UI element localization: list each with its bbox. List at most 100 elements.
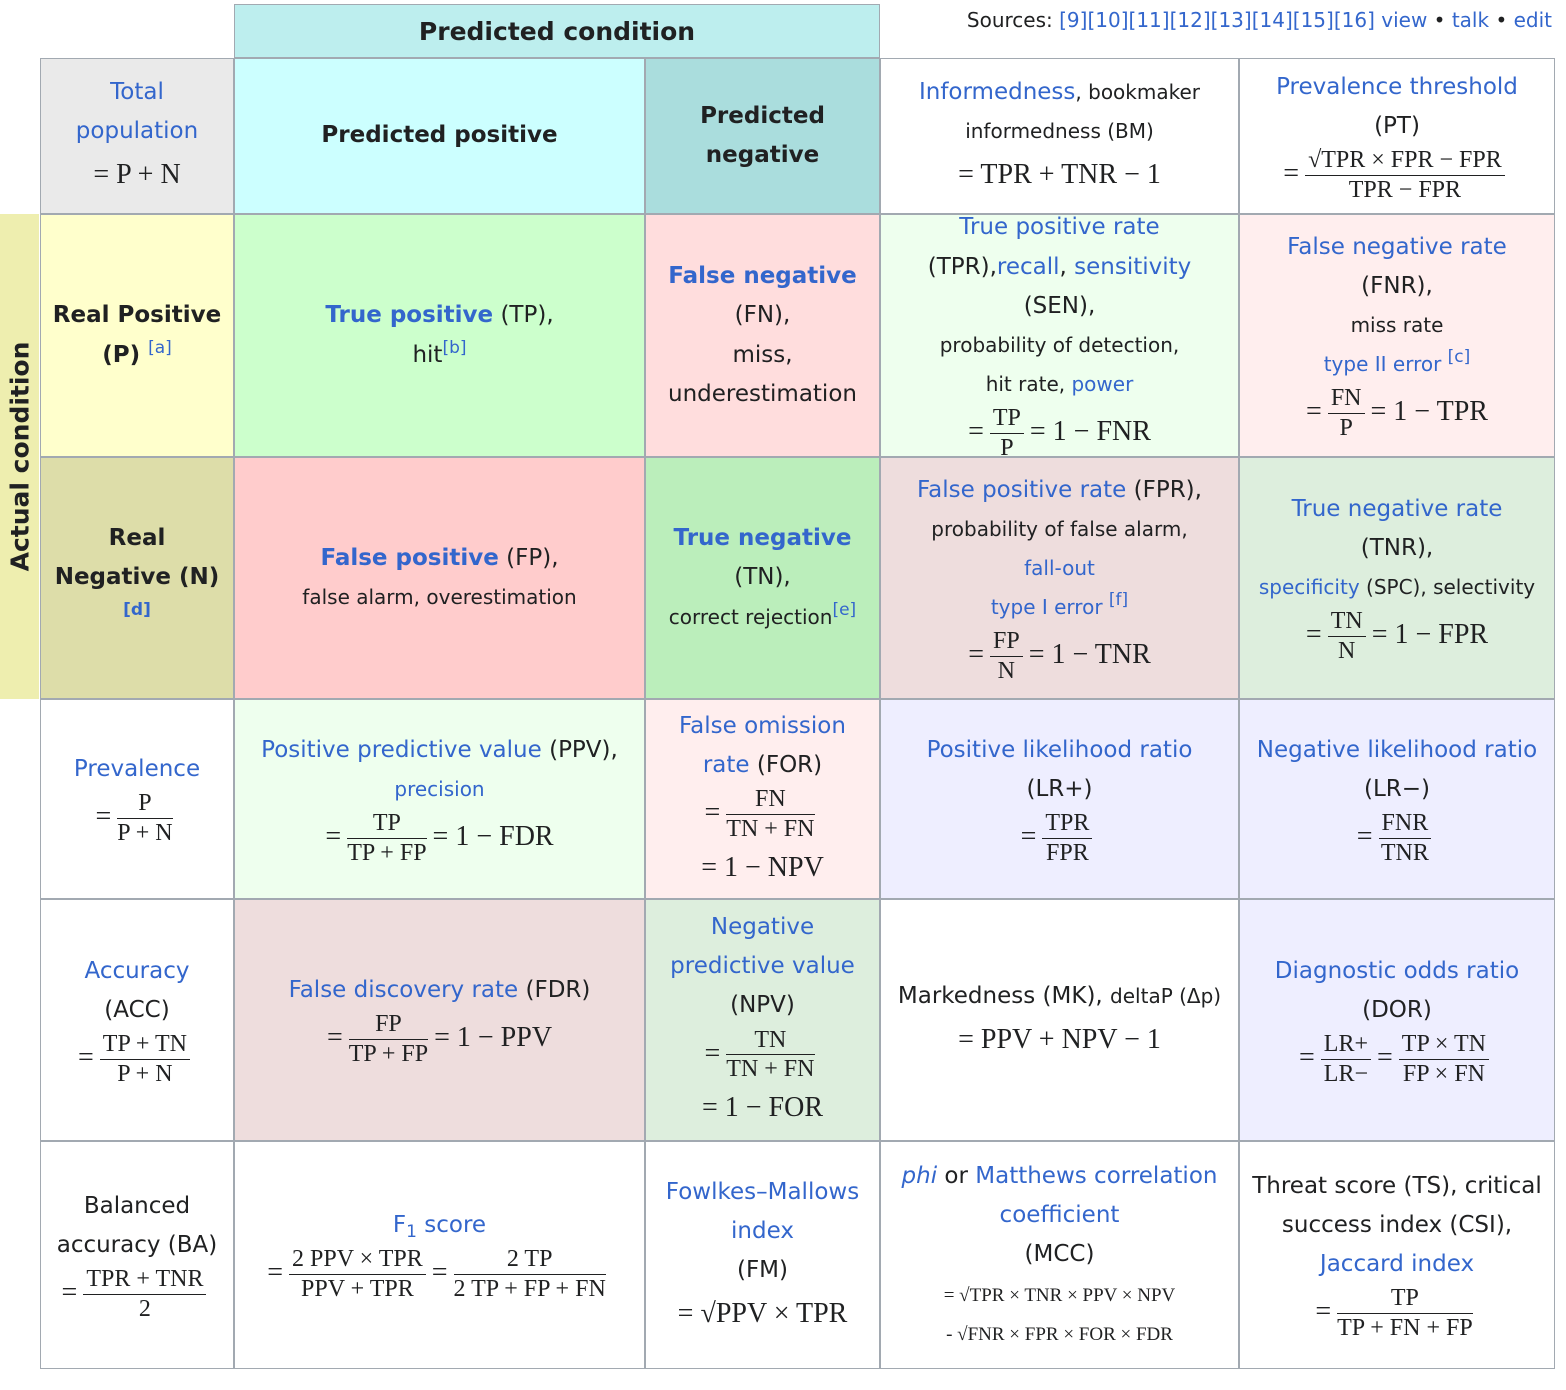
subscript[interactable]: 1	[406, 1222, 417, 1243]
formula: - √FNR × FPR × FOR × FDR	[946, 1323, 1173, 1345]
italic-text[interactable]: phi	[901, 1163, 938, 1190]
numerator: FNR	[1378, 809, 1432, 839]
denominator: 2 TP + FP + FN	[453, 1276, 606, 1303]
link-text[interactable]: Negative predictive value	[670, 914, 855, 980]
view-link[interactable]: view	[1381, 8, 1428, 32]
fraction: TPR + TNR 2	[83, 1265, 207, 1324]
ref[interactable]: [14]	[1251, 8, 1293, 32]
text-line: Negative likelihood ratio (LR−)	[1250, 731, 1544, 809]
text: (FN),	[734, 302, 791, 329]
text-line: = √TPR × FPR − FPR TPR − FPR	[1283, 146, 1510, 205]
ref[interactable]: [16]	[1333, 8, 1375, 32]
text-line: Fowlkes–Mallows index	[656, 1173, 869, 1251]
formula: =	[1376, 1041, 1393, 1073]
ref[interactable]: [9]	[1059, 8, 1088, 32]
text-line: Real Positive (P) [a]	[51, 296, 223, 374]
link-text[interactable]: Prevalence threshold	[1276, 73, 1518, 100]
denominator: TP + FN + FP	[1337, 1315, 1473, 1342]
link-text[interactable]: Prevalence	[73, 756, 201, 783]
link-text[interactable]: score	[416, 1212, 487, 1239]
note-text[interactable]: type I error	[990, 594, 1109, 619]
link-text[interactable]: recall	[996, 253, 1060, 280]
text-line: = 2 PPV × TPR PPV + TPR = 2 TP 2 TP + FP + FN	[267, 1245, 612, 1304]
link-text[interactable]: False omission rate	[679, 712, 846, 778]
link-text[interactable]: F	[392, 1212, 407, 1239]
formula: = 1 − FNR	[1029, 415, 1151, 447]
bold-label[interactable]: True negative	[673, 525, 852, 552]
link-text[interactable]: sensitivity	[1074, 253, 1192, 280]
talk-link[interactable]: talk	[1451, 8, 1490, 32]
note-text[interactable]: specificity	[1258, 575, 1360, 600]
ref[interactable]: [12]	[1169, 8, 1211, 32]
link-text[interactable]: Diagnostic odds ratio	[1274, 957, 1520, 984]
text: or	[937, 1163, 976, 1190]
note-text[interactable]: type II error	[1323, 352, 1448, 377]
text-line: = 1 − NPV	[701, 844, 824, 892]
ref[interactable]: [13]	[1210, 8, 1252, 32]
text: hit	[412, 341, 443, 368]
text-line: false alarm, overestimation	[302, 578, 576, 617]
text-line: underestimation	[668, 375, 857, 414]
denominator: TN + FN	[726, 815, 815, 842]
link-text[interactable]: Jaccard index	[1319, 1251, 1475, 1278]
link-text[interactable]: Fowlkes–Mallows index	[665, 1178, 860, 1244]
footnote-ref[interactable]: [f]	[1108, 589, 1129, 610]
numerator: FP	[348, 1010, 429, 1041]
text: miss,	[732, 341, 793, 368]
ref[interactable]: [15]	[1292, 8, 1334, 32]
link-text[interactable]: Informedness	[918, 79, 1076, 106]
numerator: TPR	[1042, 809, 1093, 839]
bold-label: Real Positive (P)	[52, 302, 222, 368]
table-cell: Predicted negative	[645, 58, 880, 214]
text: (MCC)	[1024, 1241, 1095, 1268]
numerator: TP + TN	[99, 1030, 190, 1060]
ref[interactable]: [11]	[1128, 8, 1170, 32]
text: (TPR),	[927, 253, 997, 280]
link-text[interactable]: Accuracy	[84, 957, 190, 984]
link-text[interactable]: Positive likelihood ratio	[926, 736, 1193, 763]
footnote-ref[interactable]: [e]	[832, 599, 857, 620]
note-text[interactable]: power	[1071, 371, 1134, 396]
text-line: = FN P = 1 − TPR	[1306, 384, 1488, 443]
text-line: - √FNR × FPR × FOR × FDR	[946, 1314, 1173, 1353]
link-text[interactable]: Negative likelihood ratio	[1256, 736, 1538, 763]
text-line: Balanced accuracy (BA)	[51, 1187, 223, 1265]
bold-label[interactable]: False negative	[668, 263, 857, 290]
formula: = 1 − TNR	[1028, 638, 1151, 670]
footnote-ref[interactable]: [d]	[123, 599, 151, 620]
bold-label[interactable]: True positive	[325, 302, 494, 329]
link-text[interactable]: Positive predictive value	[261, 736, 542, 763]
footnote-ref[interactable]: [b]	[442, 337, 467, 358]
link-text[interactable]: Matthews correlation coefficient	[975, 1163, 1218, 1229]
edit-link[interactable]: edit	[1513, 8, 1552, 32]
footnote-ref[interactable]: [a]	[148, 337, 172, 358]
text-line: True negative	[674, 519, 852, 558]
formula: =	[267, 1257, 284, 1289]
numerator: TP	[989, 404, 1024, 434]
link-text[interactable]: Total population	[75, 79, 199, 145]
text-line: = TPR + TNR 2	[62, 1265, 213, 1324]
link-text[interactable]: True negative rate	[1291, 496, 1503, 523]
text: (LR+)	[1026, 775, 1093, 802]
ref[interactable]: [10]	[1087, 8, 1129, 32]
footnote-ref[interactable]: [c]	[1447, 347, 1471, 368]
text: (PT)	[1374, 112, 1420, 139]
text-line: specificity (SPC), selectivity	[1259, 568, 1535, 607]
fraction: 2 TP 2 TP + FP + FN	[453, 1245, 606, 1304]
link-text[interactable]: True positive rate	[959, 214, 1160, 241]
bold-label[interactable]: False positive	[320, 544, 499, 571]
text-line: = LR+ LR− = TP × TN FP × FN	[1299, 1030, 1495, 1089]
table-cell: F1 score = 2 PPV × TPR PPV + TPR = 2 TP 2 TP +…	[234, 1141, 645, 1369]
denominator: PPV + TPR	[301, 1276, 414, 1303]
formula: =	[704, 796, 721, 828]
link-text[interactable]: False positive rate	[917, 476, 1127, 503]
text: ,	[1059, 253, 1075, 280]
note-text[interactable]: precision	[394, 776, 485, 801]
text-line: Positive predictive value (PPV),	[261, 731, 618, 770]
numerator: FN	[726, 785, 815, 815]
link-text[interactable]: False negative rate	[1287, 234, 1507, 261]
link-text[interactable]: False discovery rate	[288, 977, 519, 1004]
note-text[interactable]: fall-out	[1024, 555, 1095, 580]
table-cell: Positive predictive value (PPV), precisio…	[234, 699, 645, 899]
text-line: type I error [f]	[991, 588, 1128, 627]
